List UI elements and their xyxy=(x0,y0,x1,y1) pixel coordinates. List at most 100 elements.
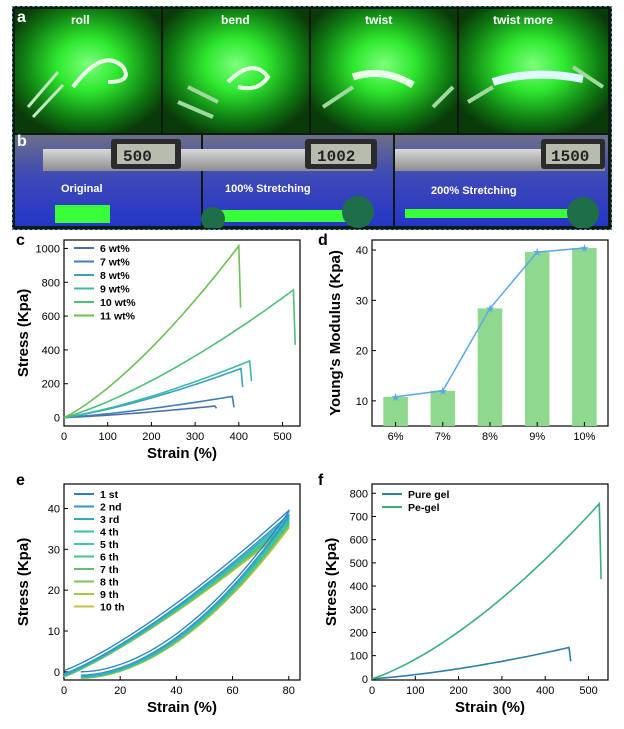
y-tick-label: 100 xyxy=(350,651,368,663)
caliper-display-original: 500 xyxy=(123,148,152,166)
legend-label: 7 th xyxy=(100,564,119,576)
caption-twist-more: twist more xyxy=(493,13,554,27)
caption-twist: twist xyxy=(365,13,393,27)
y-tick-label: 20 xyxy=(356,346,368,358)
bar xyxy=(572,248,597,426)
y-tick-label: 0 xyxy=(54,667,60,679)
photo-bend xyxy=(163,9,309,133)
y-tick-label: 400 xyxy=(350,581,368,593)
legend-label: 11 wt% xyxy=(100,311,136,323)
legend-label: 10 th xyxy=(100,602,125,614)
plot-frame xyxy=(63,239,301,427)
y-axis-label: Young's Modulus (Kpa) xyxy=(327,250,344,416)
y-tick-label: 400 xyxy=(42,345,60,357)
x-tick-label: 400 xyxy=(536,685,554,697)
series-line xyxy=(63,288,296,419)
series-line xyxy=(63,243,242,419)
photo-panel-ab: a b roll bend twist twist more 500 1002 … xyxy=(12,6,612,230)
series-loop xyxy=(63,515,290,677)
x-tick-label: 500 xyxy=(273,431,291,443)
y-tick-label: 30 xyxy=(48,544,60,556)
legend-label: Pe-gel xyxy=(408,502,440,514)
bar xyxy=(524,252,550,426)
panel-label-e: e xyxy=(16,472,25,489)
y-tick-label: 0 xyxy=(362,674,368,686)
bar xyxy=(430,390,456,426)
y-tick-label: 800 xyxy=(350,488,368,500)
photo-roll xyxy=(15,9,161,133)
legend-label: 8 th xyxy=(100,577,119,589)
series-line xyxy=(371,646,572,680)
x-tick-label: 80 xyxy=(283,685,295,697)
y-axis-label: Stress (Kpa) xyxy=(15,538,32,626)
plot-frame xyxy=(371,483,609,681)
x-tick-label: 100 xyxy=(99,431,117,443)
x-tick-label: 200 xyxy=(449,685,467,697)
bar xyxy=(383,396,408,426)
bar xyxy=(477,308,503,426)
legend-label: 10 wt% xyxy=(100,297,136,309)
y-tick-label: 800 xyxy=(42,277,60,289)
x-tick-label: 10% xyxy=(573,431,595,443)
y-tick-label: 40 xyxy=(356,245,368,257)
y-tick-label: 600 xyxy=(42,311,60,323)
x-tick-label: 300 xyxy=(186,431,204,443)
y-tick-label: 10 xyxy=(48,626,60,638)
data-point-star: ★ xyxy=(579,243,589,255)
chart-c-stress-strain-concentration: 0 100 200 300 400 500 0 200 400 600 800 1000 Strain … xyxy=(15,239,301,462)
x-tick-label: 6% xyxy=(388,431,404,443)
photo-100-stretching xyxy=(193,135,393,228)
panel-label-c: c xyxy=(16,232,25,249)
panel-label-a: a xyxy=(17,9,26,26)
plot-frame xyxy=(63,483,301,681)
photo-twist xyxy=(311,9,457,133)
legend-label: 9 wt% xyxy=(100,284,130,296)
y-tick-label: 700 xyxy=(350,511,368,523)
caliper-display-200: 1500 xyxy=(551,148,590,166)
caption-200-stretching: 200% Stretching xyxy=(431,185,517,197)
caption-original: Original xyxy=(61,183,103,195)
legend-label: 3 rd xyxy=(100,514,119,526)
y-tick-label: 500 xyxy=(350,558,368,570)
series-line xyxy=(63,367,244,419)
panel-label-d: d xyxy=(318,232,328,249)
x-tick-label: 20 xyxy=(114,685,126,697)
x-tick-label: 0 xyxy=(61,685,67,697)
x-axis-label: Strain (%) xyxy=(147,445,217,462)
y-axis-label: Stress (Kpa) xyxy=(15,289,32,377)
legend-label: 4 th xyxy=(100,527,119,539)
legend-label: 6 wt% xyxy=(100,243,130,255)
x-tick-label: 9% xyxy=(529,431,545,443)
x-tick-label: 400 xyxy=(230,431,248,443)
legend-label: 7 wt% xyxy=(100,257,130,269)
x-tick-label: 0 xyxy=(61,431,67,443)
trend-line xyxy=(395,247,585,398)
legend-label: 8 wt% xyxy=(100,270,130,282)
series-line xyxy=(371,501,602,680)
photo-200-stretching xyxy=(395,135,608,228)
y-tick-label: 0 xyxy=(54,413,60,425)
x-tick-label: 60 xyxy=(226,685,238,697)
panel-label-f: f xyxy=(318,472,324,489)
legend-label: 6 th xyxy=(100,552,119,564)
x-tick-label: 300 xyxy=(493,685,511,697)
caliper-display-100: 1002 xyxy=(317,148,356,166)
y-tick-label: 1000 xyxy=(36,243,60,255)
x-tick-label: 100 xyxy=(406,685,424,697)
y-tick-label: 30 xyxy=(356,295,368,307)
y-tick-label: 20 xyxy=(48,585,60,597)
series-loop xyxy=(63,517,290,678)
series-line xyxy=(63,359,253,419)
x-tick-label: 7% xyxy=(435,431,451,443)
data-point-star: ★ xyxy=(485,303,495,315)
x-axis-label: Strain (%) xyxy=(147,699,217,716)
legend-label: 1 st xyxy=(100,489,119,501)
chart-e-cyclic-loading: 0 20 40 60 80 0 10 20 30 40 Strain (%) Stress (Kpa)… xyxy=(15,483,301,716)
panel-label-b: b xyxy=(17,133,27,150)
series-loop xyxy=(63,509,290,673)
data-point-star: ★ xyxy=(438,386,448,398)
photo-svg xyxy=(15,9,608,228)
x-axis-label: Strain (%) xyxy=(455,699,525,716)
photo-original xyxy=(15,135,201,226)
x-tick-label: 8% xyxy=(482,431,498,443)
